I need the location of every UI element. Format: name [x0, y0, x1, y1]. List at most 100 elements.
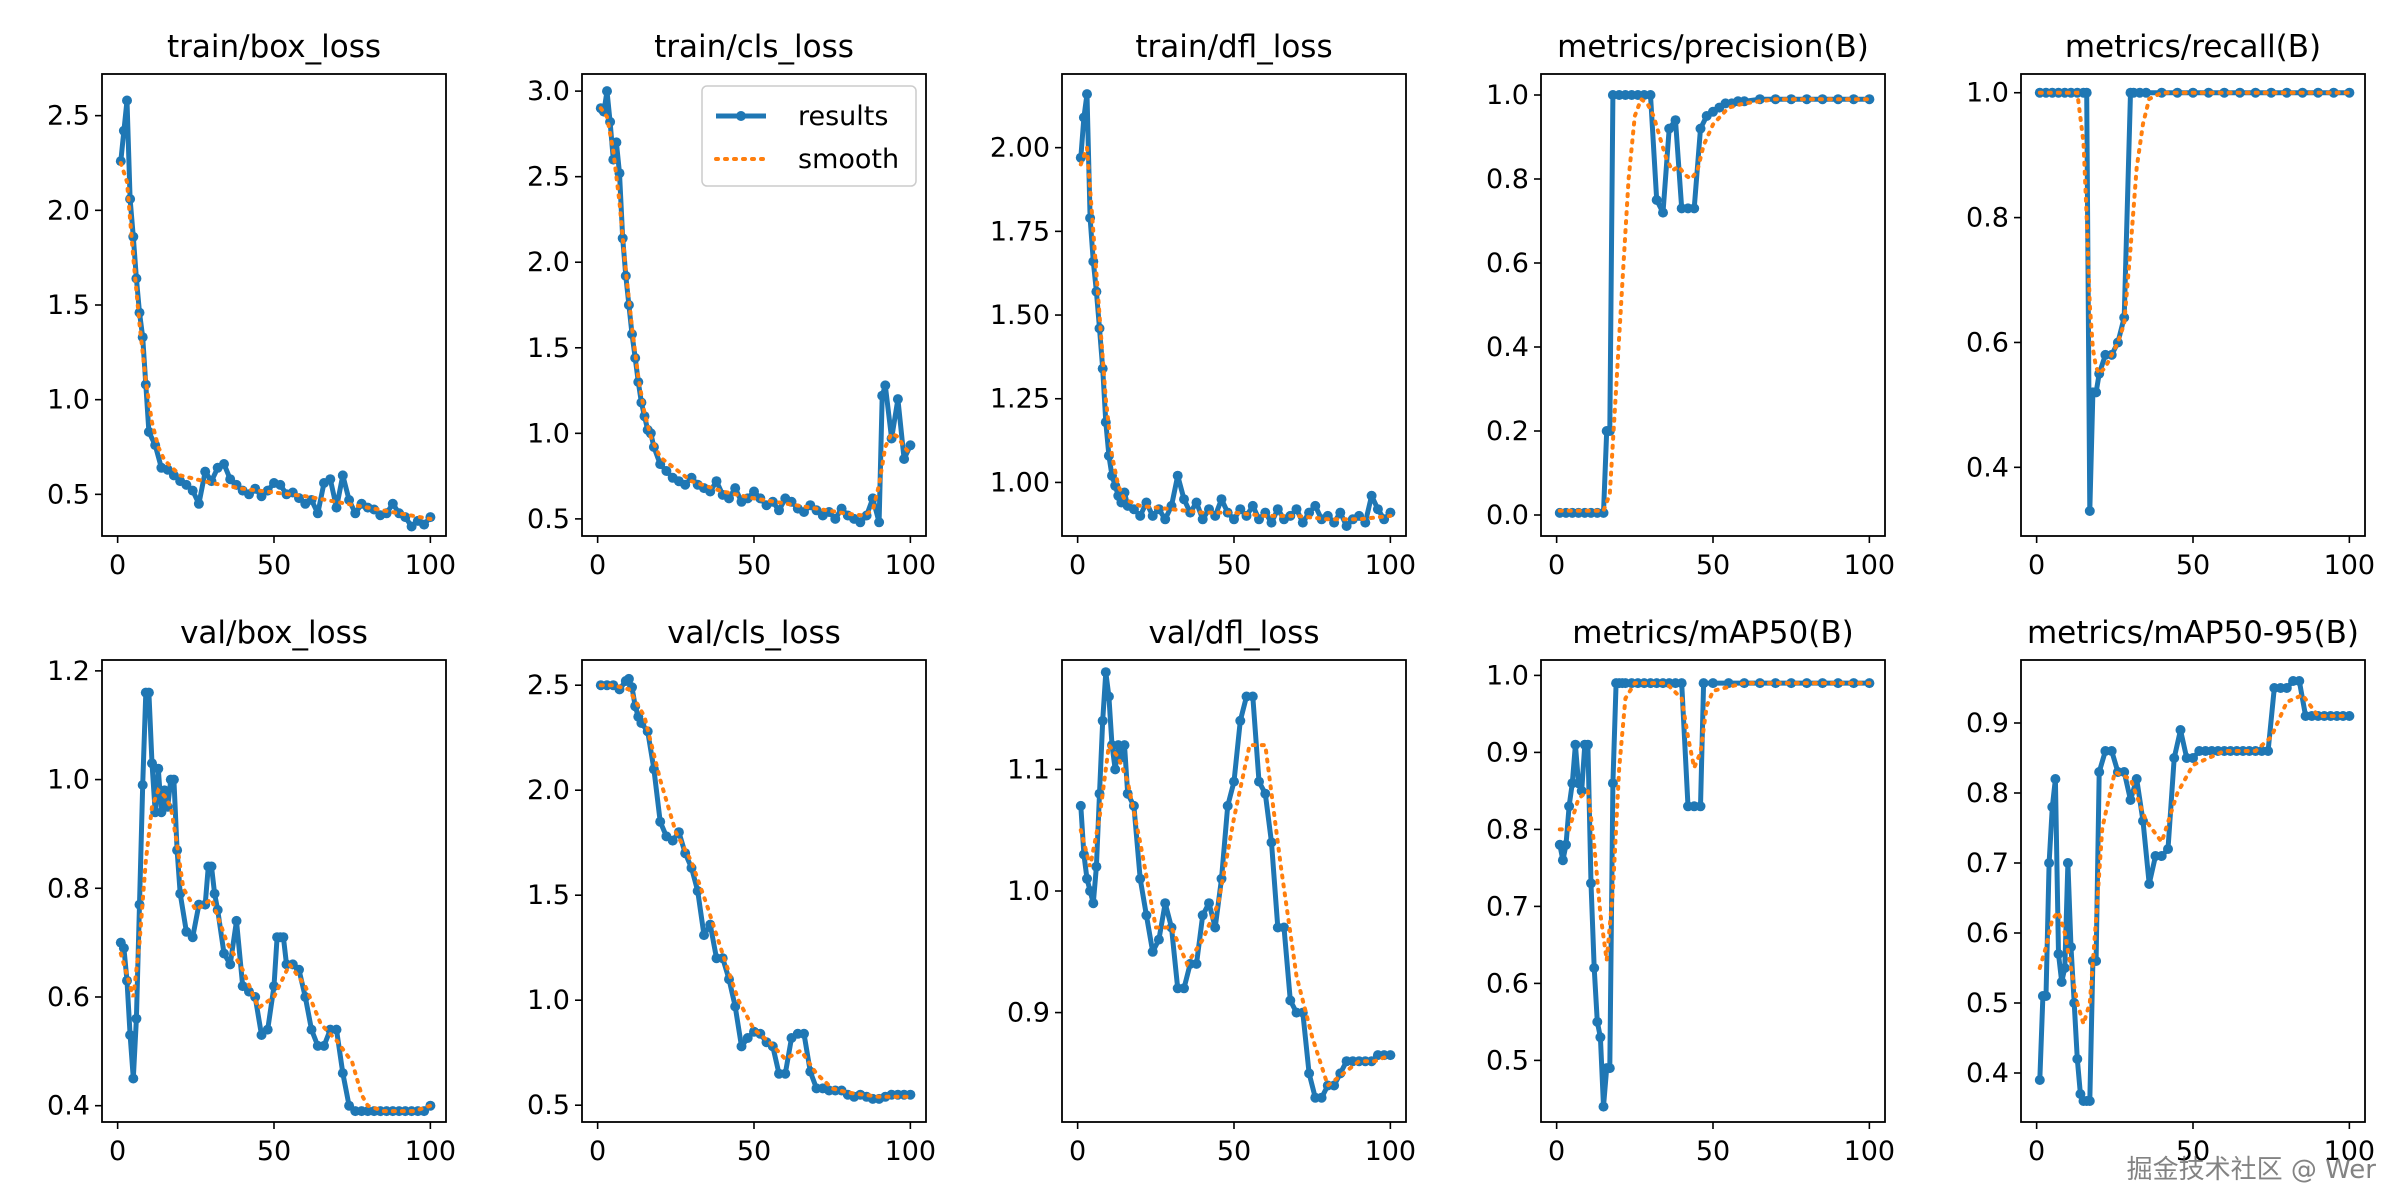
data-point-results — [1285, 995, 1296, 1006]
x-tick-label: 100 — [1365, 550, 1417, 581]
data-point-results — [131, 1013, 142, 1024]
data-point-results — [1676, 678, 1687, 689]
y-tick-label: 0.8 — [1966, 778, 2009, 809]
data-point-results — [419, 519, 430, 530]
y-tick-label: 0.8 — [47, 873, 90, 904]
data-point-results — [1848, 94, 1859, 105]
chart-panel-4: metrics/precision(B) 0 50 100 0.0 0.2 0.4 0.6 0.… — [1486, 29, 1895, 581]
data-point-results — [1135, 873, 1146, 884]
data-point-results — [2344, 711, 2355, 721]
chart-panel-6: val/box_loss 0 50 100 0.4 0.6 0.8 1.0 1.2 — [47, 615, 456, 1167]
data-point-results — [742, 1033, 753, 1043]
y-tick-label: 3.0 — [527, 76, 570, 107]
x-tick-label: 50 — [1217, 1136, 1251, 1167]
data-point-results — [1645, 90, 1656, 100]
x-tick-label: 100 — [1844, 1136, 1896, 1167]
data-point-results — [1082, 873, 1092, 884]
data-point-results — [1179, 983, 1189, 994]
data-point-results — [1297, 517, 1308, 528]
plot-frame — [1061, 659, 1407, 1123]
chart-title: train/cls_loss — [654, 29, 854, 65]
data-point-results — [1279, 922, 1289, 933]
data-point-results — [337, 1068, 348, 1079]
series-line-smooth — [1557, 96, 1872, 513]
data-point-results — [1153, 934, 1164, 945]
series-line-results — [2037, 678, 2350, 1104]
data-point-results — [2281, 87, 2292, 98]
data-point-results — [2263, 746, 2274, 756]
data-point-results — [2047, 802, 2058, 812]
series-line-results — [118, 690, 433, 1114]
chart-panel-3: train/dfl_loss 0 50 100 1.00 1.25 1.50 1.75 2.00 — [990, 29, 1416, 581]
data-point-results — [275, 479, 286, 490]
y-tick-label: 0.4 — [1966, 1058, 2009, 1089]
y-tick-label: 0.2 — [1486, 416, 1529, 447]
y-tick-label: 1.0 — [527, 418, 570, 449]
data-point-results — [1110, 764, 1121, 775]
data-point-results — [219, 948, 229, 959]
x-tick-label: 0 — [1069, 1136, 1086, 1167]
data-point-results — [350, 508, 361, 519]
data-point-results — [319, 1040, 329, 1051]
data-point-results — [331, 502, 342, 513]
chart-title: metrics/recall(B) — [2065, 29, 2321, 65]
data-point-results — [122, 95, 132, 106]
x-tick-label: 50 — [737, 1136, 771, 1167]
data-point-results — [1247, 691, 1258, 702]
data-point-results — [1651, 195, 1662, 205]
data-point-results — [2169, 753, 2180, 763]
data-point-results — [655, 816, 666, 827]
chart-title: train/box_loss — [167, 29, 381, 65]
data-point-results — [1097, 715, 1108, 726]
y-tick-label: 1.5 — [527, 333, 570, 364]
data-point-results — [225, 959, 236, 970]
series-line-smooth — [1078, 740, 1393, 1089]
x-tick-label: 100 — [1844, 550, 1896, 581]
x-tick-label: 100 — [2324, 1136, 2376, 1167]
data-point-results — [2106, 746, 2117, 756]
y-tick-label: 0.8 — [1486, 164, 1529, 195]
data-point-results — [1100, 667, 1111, 678]
y-tick-label: 0.8 — [1486, 814, 1529, 845]
x-tick-label: 50 — [1696, 1136, 1730, 1167]
y-tick-label: 0.5 — [1966, 988, 2009, 1019]
y-tick-label: 1.25 — [990, 384, 1050, 415]
watermark: 掘金技术社区 @ Wer — [2126, 1155, 2376, 1185]
data-point-results — [1088, 898, 1099, 909]
data-point-results — [2294, 676, 2305, 686]
y-tick-label: 1.00 — [990, 467, 1050, 498]
data-point-results — [278, 932, 289, 943]
data-point-results — [2094, 767, 2105, 777]
x-tick-label: 50 — [2176, 550, 2210, 581]
data-point-results — [2084, 1096, 2095, 1106]
data-point-results — [1310, 500, 1321, 511]
y-tick-label: 2.5 — [527, 670, 570, 701]
data-point-results — [2175, 725, 2186, 735]
data-point-results — [1210, 922, 1221, 933]
y-tick-label: 0.9 — [1007, 998, 1050, 1029]
data-point-results — [1864, 94, 1875, 105]
data-point-results — [1786, 678, 1797, 689]
data-point-results — [1272, 504, 1283, 515]
data-point-results — [899, 454, 910, 464]
data-point-results — [892, 394, 903, 405]
series-line-smooth — [2037, 692, 2352, 1032]
data-point-results — [312, 508, 323, 519]
data-point-results — [602, 86, 612, 97]
data-point-results — [1204, 898, 1214, 909]
y-tick-label: 0.0 — [1486, 500, 1529, 531]
data-point-results — [2328, 87, 2339, 98]
y-tick-label: 2.5 — [527, 162, 570, 193]
data-point-results — [1695, 123, 1706, 134]
data-point-results — [325, 474, 336, 485]
data-point-results — [2203, 87, 2214, 98]
series-line-results — [1559, 92, 1870, 516]
data-point-results — [799, 1028, 809, 1039]
x-tick-label: 50 — [257, 550, 291, 581]
data-point-results — [1664, 123, 1675, 134]
y-tick-label: 2.5 — [47, 101, 90, 132]
y-tick-label: 2.0 — [527, 247, 570, 278]
data-point-results — [1235, 715, 1246, 726]
data-point-results — [1147, 946, 1158, 957]
series-line-results — [2039, 90, 2350, 514]
